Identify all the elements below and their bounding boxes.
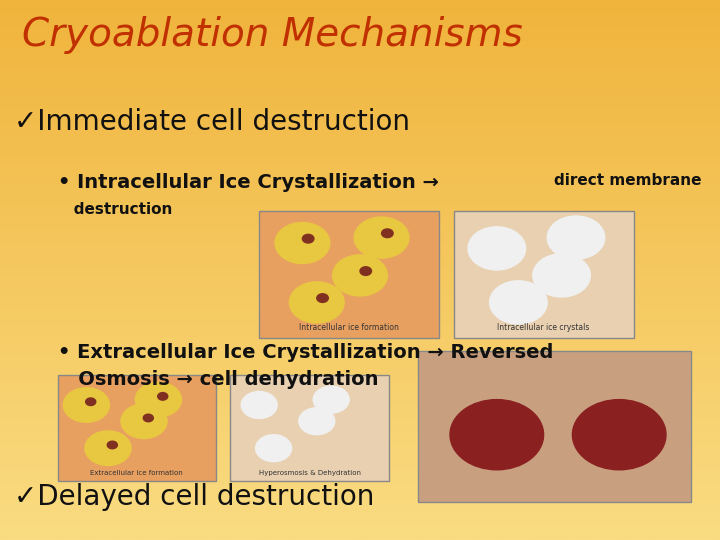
Circle shape	[107, 441, 117, 449]
Circle shape	[354, 217, 409, 258]
Text: destruction: destruction	[58, 202, 172, 218]
Text: Cryoablation Mechanisms: Cryoablation Mechanisms	[22, 16, 522, 54]
Circle shape	[313, 386, 349, 413]
Circle shape	[241, 392, 277, 418]
Bar	[259, 211, 439, 338]
Circle shape	[256, 435, 292, 462]
Circle shape	[302, 234, 314, 243]
Circle shape	[533, 254, 590, 297]
Circle shape	[275, 222, 330, 264]
Circle shape	[289, 282, 344, 323]
Circle shape	[360, 267, 372, 275]
Text: ✓Delayed cell destruction: ✓Delayed cell destruction	[14, 483, 375, 511]
Circle shape	[158, 393, 168, 400]
Bar	[58, 375, 216, 481]
Text: Intracellular ice formation: Intracellular ice formation	[300, 323, 399, 332]
Circle shape	[135, 382, 181, 417]
Text: • Intracellular Ice Crystallization →: • Intracellular Ice Crystallization →	[58, 173, 445, 192]
Circle shape	[299, 408, 335, 435]
Circle shape	[450, 400, 544, 470]
Text: Hyperosmosis & Dehydration: Hyperosmosis & Dehydration	[258, 470, 361, 476]
Text: • Extracellular Ice Crystallization → Reversed: • Extracellular Ice Crystallization → Re…	[58, 343, 553, 362]
Text: Extracellular ice formation: Extracellular ice formation	[91, 470, 183, 476]
Circle shape	[468, 227, 526, 270]
Text: direct membrane: direct membrane	[554, 173, 702, 188]
Circle shape	[547, 216, 605, 259]
Circle shape	[572, 400, 666, 470]
Circle shape	[86, 398, 96, 406]
Text: ✓Immediate cell destruction: ✓Immediate cell destruction	[14, 108, 410, 136]
Bar	[418, 351, 691, 502]
Circle shape	[490, 281, 547, 324]
Circle shape	[85, 431, 131, 465]
Text: Intracellular ice crystals: Intracellular ice crystals	[498, 323, 590, 332]
Bar	[230, 375, 389, 481]
Bar	[454, 211, 634, 338]
Circle shape	[121, 404, 167, 438]
Circle shape	[143, 414, 153, 422]
Text: Osmosis → cell dehydration: Osmosis → cell dehydration	[58, 370, 378, 389]
Circle shape	[317, 294, 328, 302]
Circle shape	[382, 229, 393, 238]
Circle shape	[333, 255, 387, 296]
Circle shape	[63, 388, 109, 422]
